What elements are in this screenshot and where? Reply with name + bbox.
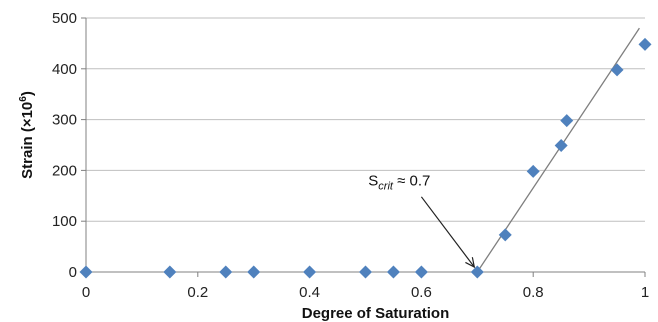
y-tick-labels: 0 100 200 300 400 500	[52, 10, 77, 281]
data-point	[414, 265, 428, 279]
data-point	[638, 37, 652, 51]
y-axis-title-close: )	[19, 91, 36, 96]
y-tick-label: 100	[52, 213, 77, 230]
data-point	[554, 139, 568, 153]
data-point	[498, 228, 512, 242]
y-tick-label: 500	[52, 10, 77, 27]
y-tick-label: 200	[52, 162, 77, 179]
annotation-symbol: S	[368, 173, 378, 190]
data-point	[470, 265, 484, 279]
data-point	[359, 265, 372, 279]
annotation-label: Scrit ≈ 0.7	[368, 173, 430, 193]
y-axis-title-main: Strain (×10	[19, 102, 36, 179]
data-point	[79, 265, 93, 279]
data-point	[219, 265, 233, 279]
x-tick-label: 0	[82, 284, 90, 301]
y-tick-label: 300	[52, 112, 77, 129]
data-points	[79, 37, 652, 279]
annotation-arrowhead	[465, 257, 476, 269]
annotation: Scrit ≈ 0.7	[368, 173, 476, 269]
x-axis-title: Degree of Saturation	[302, 305, 450, 322]
annotation-value: ≈ 0.7	[393, 173, 430, 190]
y-axis-title-superscript: 6	[18, 96, 29, 102]
x-tick-label: 0.2	[187, 284, 208, 301]
data-point	[610, 63, 624, 77]
x-tick-label: 0.6	[411, 284, 432, 301]
data-point	[386, 265, 400, 279]
x-tick-labels: 0 0.2 0.4 0.6 0.8 1	[82, 284, 649, 301]
x-tick-label: 1	[641, 284, 649, 301]
y-tick-label: 400	[52, 61, 77, 78]
data-point	[560, 114, 574, 128]
data-point	[303, 265, 317, 279]
data-point	[526, 164, 540, 178]
gridlines	[86, 17, 645, 222]
y-tick-label: 0	[69, 264, 77, 281]
data-point	[163, 265, 177, 279]
x-tick-label: 0.4	[299, 284, 320, 301]
annotation-arrow	[420, 196, 475, 268]
annotation-subscript: crit	[378, 181, 394, 193]
x-tick-label: 0.8	[523, 284, 544, 301]
data-point	[247, 265, 261, 279]
y-axis-title: Strain (×106)	[18, 91, 36, 179]
